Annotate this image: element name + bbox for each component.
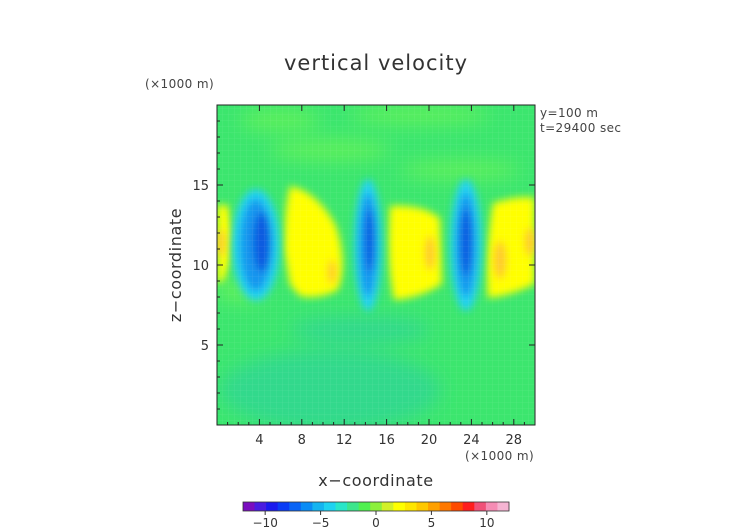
colorbar-segment xyxy=(243,502,256,511)
colorbar-segment xyxy=(277,502,290,511)
colorbar-segment xyxy=(404,502,417,511)
colorbar-segment xyxy=(254,502,267,511)
colorbar-segment xyxy=(439,502,452,511)
colorbar-segment xyxy=(323,502,337,511)
colorbar-segment xyxy=(370,502,383,511)
colorbar-segment xyxy=(485,502,498,511)
colorbar-segment xyxy=(428,502,441,511)
colorbar-segment xyxy=(416,502,429,511)
colorbar-segment xyxy=(335,502,348,511)
y-tick-label: 5 xyxy=(201,339,209,354)
colorbar-tick-label: 0 xyxy=(372,516,380,530)
colorbar-tick-label: −5 xyxy=(312,516,330,530)
colorbar-segment xyxy=(497,502,510,511)
colorbar-tick-label: −10 xyxy=(253,516,278,530)
y-tick-label: 15 xyxy=(192,179,209,194)
x-axis-label: x−coordinate xyxy=(318,471,433,490)
colorbar-segment xyxy=(474,502,487,511)
colorbar-segment xyxy=(393,502,406,511)
y-tick-label: 10 xyxy=(192,259,209,274)
x-tick-label: 24 xyxy=(463,433,480,448)
y-axis-ticks: 5 10 15 xyxy=(192,120,535,410)
x-axis-ticks: 4 8 12 16 20 24 28 xyxy=(227,105,525,448)
y-axis-unit: (×1000 m) xyxy=(145,77,214,91)
colorbar-tick-label: 10 xyxy=(479,516,494,530)
colorbar-segment xyxy=(312,502,325,511)
y-axis-label: z−coordinate xyxy=(166,208,185,322)
x-tick-label: 16 xyxy=(378,433,395,448)
colorbar-segment xyxy=(300,502,313,511)
colorbar-segment xyxy=(266,502,279,511)
x-tick-label: 28 xyxy=(506,433,523,448)
x-tick-label: 20 xyxy=(421,433,438,448)
colorbar-tick-label: 5 xyxy=(428,516,436,530)
plot-area xyxy=(217,105,535,425)
x-tick-label: 8 xyxy=(298,433,306,448)
colorbar-segment xyxy=(462,502,475,511)
grid-overlay xyxy=(217,105,535,425)
annotation-time: t=29400 sec xyxy=(540,121,621,135)
x-tick-label: 12 xyxy=(336,433,353,448)
colorbar-segment xyxy=(451,502,464,511)
annotation-y: y=100 m xyxy=(540,106,598,120)
colorbar-segment xyxy=(347,502,360,511)
x-axis-unit: (×1000 m) xyxy=(465,449,534,463)
colorbar-segment xyxy=(358,502,371,511)
colorbar-segment xyxy=(381,502,394,511)
chart-title: vertical velocity xyxy=(284,51,468,75)
colorbar: −10 −5 0 5 10 xyxy=(242,501,510,530)
colorbar-segment xyxy=(289,502,302,511)
x-tick-label: 4 xyxy=(255,433,263,448)
